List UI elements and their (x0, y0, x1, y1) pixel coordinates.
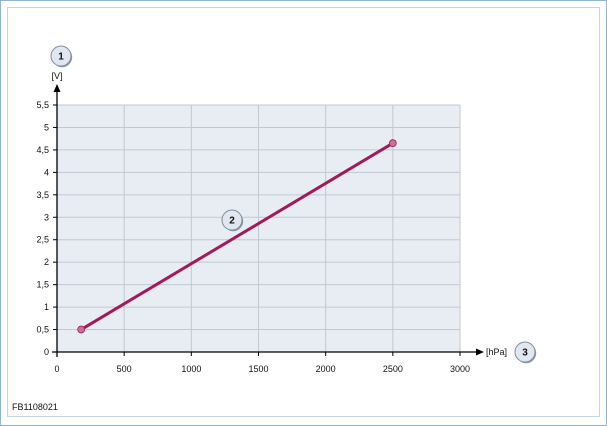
x-tick-label-6: 3000 (450, 364, 470, 374)
y-tick-label-1: 0,5 (36, 325, 49, 335)
callout-curve: 2 (221, 209, 244, 232)
x-tick-label-5: 2500 (383, 364, 403, 374)
y-tick-label-7: 3,5 (36, 190, 49, 200)
x-tick-label-4: 2000 (316, 364, 336, 374)
callout-x-axis-circle (514, 341, 536, 363)
data-point-0-1 (388, 139, 397, 148)
callout-x-axis: 3 (514, 341, 537, 364)
callout-y-axis-circle (50, 45, 72, 67)
x-tick-label-1: 500 (117, 364, 132, 374)
x-axis-label: [hPa] (486, 347, 507, 357)
callout-y-axis: 1 (50, 45, 73, 68)
callout-x-axis-label: 3 (522, 348, 528, 359)
x-tick-label-0: 0 (54, 364, 59, 374)
callout-curve-circle (221, 209, 243, 231)
callout-curve-label: 2 (229, 216, 235, 227)
y-tick-label-5: 2,5 (36, 235, 49, 245)
y-tick-label-2: 1 (44, 302, 49, 312)
x-axis-arrow (476, 348, 484, 356)
y-tick-label-9: 4,5 (36, 145, 49, 155)
y-axis-arrow (53, 84, 61, 92)
x-tick-label-2: 1000 (181, 364, 201, 374)
callout-y-axis-label: 1 (58, 52, 64, 63)
y-tick-label-10: 5 (44, 122, 49, 132)
figure-code: FB1108021 (12, 402, 58, 412)
y-tick-label-8: 4 (44, 167, 49, 177)
y-axis-label: [V] (51, 71, 62, 81)
y-tick-label-0: 0 (44, 347, 49, 357)
y-tick-label-3: 1,5 (36, 280, 49, 290)
y-tick-label-6: 3 (44, 212, 49, 222)
y-tick-label-4: 2 (44, 257, 49, 267)
y-tick-label-11: 5,5 (36, 100, 49, 110)
data-point-0-0 (77, 325, 86, 334)
x-tick-label-3: 1500 (248, 364, 268, 374)
series-line-0 (79, 141, 395, 332)
